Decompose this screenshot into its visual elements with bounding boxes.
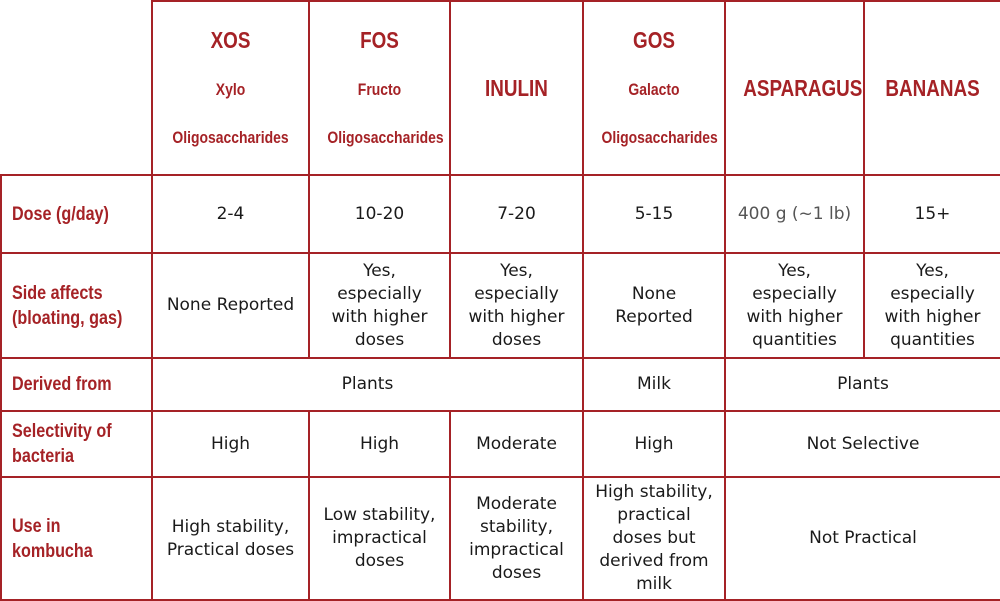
row-header-kombucha: Use in kombucha [0, 476, 153, 601]
table-row-kombucha: Use in kombucha High stability, Practica… [0, 476, 1000, 601]
col-header-name: GOS [633, 27, 675, 53]
row-header-label: Side affects (bloating, gas) [12, 282, 123, 329]
col-header-name: XOS [210, 27, 251, 53]
col-header-sub: Galacto [628, 80, 680, 99]
col-header-sub: Oligosaccharides [327, 128, 444, 147]
col-header-asparagus: ASPARAGUS [736, 0, 863, 176]
col-header-bananas: BANANAS [875, 0, 990, 176]
col-header-xos: XOS Xylo Oligosaccharides [165, 0, 296, 176]
table-cell: Milk [582, 357, 726, 412]
table-cell: High [151, 410, 310, 478]
row-header-label: Selectivity of bacteria [12, 421, 112, 467]
table-cell: High stability, practical doses but deri… [582, 476, 726, 601]
col-header-gos: GOS Galacto Oligosaccharides [594, 0, 718, 176]
table-cell: Yes, especially with higher doses [308, 252, 451, 359]
col-header-inulin: INULIN [461, 0, 572, 176]
table-cell: 7-20 [449, 174, 584, 254]
table-cell: Moderate stability, impractical doses [449, 476, 584, 601]
table-row-side-effects: Side affects (bloating, gas) None Report… [0, 252, 1000, 359]
col-header-name: BANANAS [885, 75, 980, 101]
corner-cell [1, 1, 153, 176]
row-header-label: Use in kombucha [12, 515, 93, 562]
row-header-label: Dose (g/day) [12, 203, 109, 225]
row-header-dose: Dose (g/day) [0, 174, 153, 254]
row-header-label: Derived from [12, 374, 112, 395]
table-row-derived-from: Derived from Plants Milk Plants [0, 357, 1000, 412]
table-row-selectivity: Selectivity of bacteria High High Modera… [0, 410, 1000, 478]
table-cell: Not Practical [724, 476, 1000, 601]
row-header-selectivity: Selectivity of bacteria [0, 410, 153, 478]
table-cell: 15+ [863, 174, 1000, 254]
header-row: XOS Xylo Oligosaccharides FOS Fructo Oli… [1, 0, 1000, 176]
table-cell: Not Selective [724, 410, 1000, 478]
table-cell: 10-20 [308, 174, 451, 254]
col-header-name: INULIN [485, 75, 548, 101]
table-cell: Yes, especially with higher quantities [863, 252, 1000, 359]
row-header-derived-from: Derived from [0, 357, 153, 412]
table-cell: High stability, Practical doses [151, 476, 310, 601]
col-header-sub: Oligosaccharides [601, 128, 718, 147]
col-header-name: ASPARAGUS [743, 75, 863, 101]
table-cell: Yes, especially with higher doses [449, 252, 584, 359]
col-header-sub: Xylo [215, 80, 246, 99]
table-cell: High [582, 410, 726, 478]
col-header-name: FOS [360, 27, 399, 53]
table-cell: 5-15 [582, 174, 726, 254]
table-cell: None Reported [151, 252, 310, 359]
table-cell: Low stability, impractical doses [308, 476, 451, 601]
table-cell: Plants [151, 357, 584, 412]
table-cell: None Reported [582, 252, 726, 359]
table-row-dose: Dose (g/day) 2-4 10-20 7-20 5-15 400 g (… [0, 174, 1000, 254]
row-header-side-effects: Side affects (bloating, gas) [0, 252, 153, 359]
table-cell: 400 g (~1 lb) [724, 174, 865, 254]
table-cell: High [308, 410, 451, 478]
table-cell: Moderate [449, 410, 584, 478]
col-header-sub: Oligosaccharides [172, 128, 289, 147]
col-header-sub: Fructo [357, 80, 402, 99]
table-cell: Yes, especially with higher quantities [724, 252, 865, 359]
col-header-fos: FOS Fructo Oligosaccharides [320, 0, 444, 176]
table-cell: Plants [724, 357, 1000, 412]
table-cell: 2-4 [151, 174, 310, 254]
